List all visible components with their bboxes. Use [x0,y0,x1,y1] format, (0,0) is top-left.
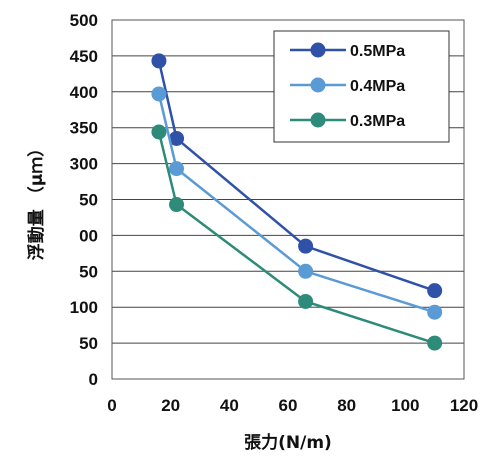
y-tick-label: 50 [79,262,98,281]
data-point [151,86,167,102]
data-point [427,304,443,320]
x-axis-ticks: 0 20 40 60 80 100 120 [107,396,478,415]
x-axis-title: 張力(N/m) [244,432,332,453]
series-line [157,60,436,292]
legend-label: 0.5MPa [350,43,405,60]
x-tick-label: 20 [161,396,180,415]
y-tick-label: 00 [79,226,98,245]
data-point [169,197,185,213]
x-tick-label: 120 [450,396,478,415]
x-tick-label: 60 [279,396,298,415]
y-tick-label: 100 [70,298,98,317]
y-tick-label: 350 [70,119,98,138]
legend-swatch-marker [310,77,326,93]
y-tick-label: 0 [89,370,98,389]
x-tick-label: 80 [337,396,356,415]
x-tick-label: 0 [107,396,116,415]
legend: 0.5MPa 0.4MPa 0.3MPa [273,30,450,143]
legend-label: 0.3MPa [350,113,405,130]
legend-swatch-marker [310,42,326,58]
data-point [298,263,314,279]
legend-label: 0.4MPa [350,78,405,95]
series-line [157,93,436,314]
legend-swatch-marker [310,112,326,128]
data-point [151,53,167,69]
plot-frame [111,19,465,380]
series-group [151,53,443,351]
y-axis-ticks: 0 50 100 50 00 50 300 350 400 450 500 [70,11,98,389]
y-tick-label: 50 [79,191,98,210]
y-tick-label: 400 [70,83,98,102]
x-tick-label: 100 [391,396,419,415]
y-tick-label: 50 [79,334,98,353]
y-tick-label: 500 [70,11,98,30]
data-point [151,124,167,140]
data-point [169,161,185,177]
data-point [427,335,443,351]
x-tick-label: 40 [220,396,239,415]
y-tick-label: 300 [70,155,98,174]
y-axis-title: 浮動量 （μｍ） [26,140,47,260]
data-point [298,293,314,309]
data-point [298,238,314,254]
series-line [157,131,436,345]
data-point [427,283,443,299]
data-point [169,130,185,146]
y-tick-label: 450 [70,47,98,66]
